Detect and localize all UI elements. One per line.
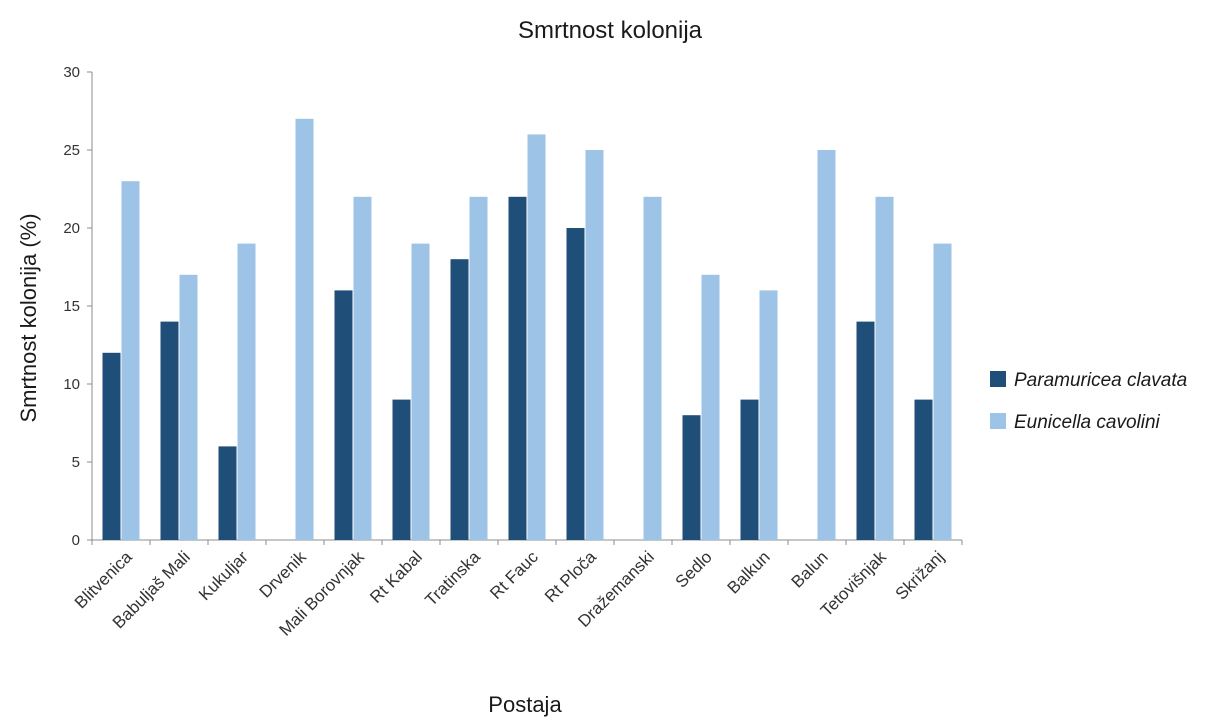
bar-paramuricea-clavata [566,228,585,540]
axes [87,71,963,545]
x-tick-label: Rt Kabal [366,547,426,607]
bar-paramuricea-clavata [102,352,121,540]
x-tick-label: Tratinska [421,547,484,610]
y-tick-label: 5 [72,454,80,471]
bar-eunicella-cavolini [875,196,894,541]
bar-eunicella-cavolini [469,196,488,541]
x-tick-label: Sedlo [672,547,716,591]
y-tick-label: 30 [63,64,80,81]
legend-label: Paramuricea clavata [1014,370,1187,391]
bar-paramuricea-clavata [856,321,875,540]
x-tick-label: Drvenik [256,547,311,602]
x-tick-label: Rt Fauc [486,547,542,603]
bar-eunicella-cavolini [759,290,778,540]
x-tick-label: Rt Ploča [541,547,600,606]
bar-paramuricea-clavata [508,196,527,541]
bar-paramuricea-clavata [392,399,411,540]
y-tick-label: 20 [63,220,80,237]
bar-eunicella-cavolini [585,150,604,540]
bar-eunicella-cavolini [237,243,256,540]
y-tick-labels: 0 5 10 15 20 25 30 [63,64,80,549]
bar-paramuricea-clavata [218,446,237,540]
y-tick-label: 10 [63,376,80,393]
bar-paramuricea-clavata [334,290,353,540]
bar-eunicella-cavolini [933,243,952,540]
bar-eunicella-cavolini [295,118,314,541]
x-tick-label: Skrižanj [892,547,948,603]
bar-eunicella-cavolini [353,196,372,541]
bar-paramuricea-clavata [682,415,701,540]
bar-eunicella-cavolini [817,150,836,540]
y-tick-label: 0 [72,532,80,549]
y-axis-title: Smrtnost kolonija (%) [16,213,41,422]
x-tick-label: Balun [788,547,832,591]
legend: Paramuricea clavata Eunicella cavolini [990,370,1187,433]
chart-title: Smrtnost kolonija [518,17,703,44]
bar-eunicella-cavolini [411,243,430,540]
bar-eunicella-cavolini [121,181,140,540]
legend-label: Eunicella cavolini [1014,412,1161,433]
legend-swatch [990,413,1006,429]
y-tick-label: 25 [63,142,80,159]
x-axis-title: Postaja [488,692,562,717]
x-tick-label: Balkun [724,547,774,597]
legend-swatch [990,371,1006,387]
bar-paramuricea-clavata [740,399,759,540]
bar-paramuricea-clavata [914,399,933,540]
bar-eunicella-cavolini [701,274,720,540]
y-tick-label: 15 [63,298,80,315]
bar-paramuricea-clavata [160,321,179,540]
bar-eunicella-cavolini [643,196,662,541]
bar-eunicella-cavolini [527,134,546,540]
bars [102,118,952,541]
bar-eunicella-cavolini [179,274,198,540]
x-tick-label: Kukuljar [195,547,252,604]
bar-paramuricea-clavata [450,259,469,540]
